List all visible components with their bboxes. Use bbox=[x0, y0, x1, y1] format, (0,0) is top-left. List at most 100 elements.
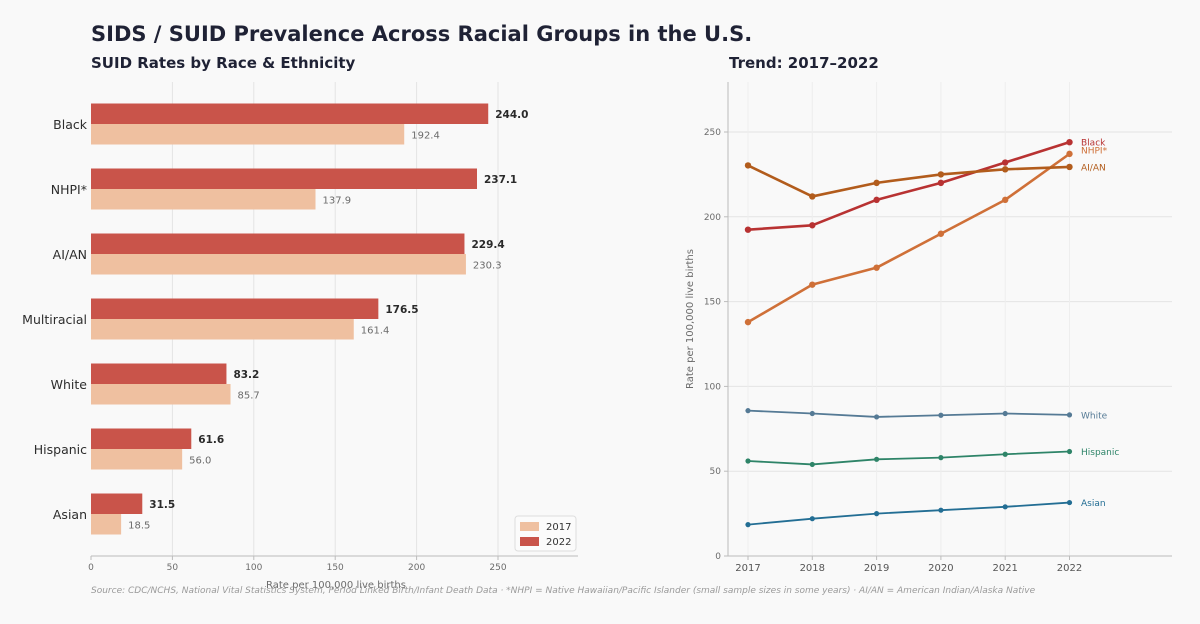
point-nhpi-2020 bbox=[937, 230, 945, 237]
point-white-2021 bbox=[1002, 410, 1008, 417]
point-hispanic-2019 bbox=[874, 456, 880, 462]
bar-x-tick-100: 100 bbox=[245, 563, 262, 573]
bar-2017-nhpi bbox=[91, 189, 316, 210]
point-white-2022 bbox=[1066, 412, 1073, 418]
bar-label-2022-ai-an: 229.4 bbox=[471, 239, 504, 251]
bar-2017-white bbox=[91, 384, 231, 405]
bar-label-2017-asian: 18.5 bbox=[128, 520, 150, 531]
line-y-tick-250: 250 bbox=[704, 128, 721, 138]
source-note: Source: CDC/NCHS, National Vital Statist… bbox=[91, 586, 1036, 596]
point-white-2017 bbox=[745, 408, 751, 414]
bar-2017-hispanic bbox=[91, 449, 183, 470]
point-black-2022 bbox=[1066, 138, 1073, 146]
legend-label-2017: 2017 bbox=[546, 522, 571, 533]
bar-x-axis-label: Rate per 100,000 live births bbox=[266, 580, 406, 591]
category-label-hispanic: Hispanic bbox=[34, 442, 87, 457]
category-label-ai-an: AI/AN bbox=[53, 247, 87, 262]
series-line-white bbox=[747, 409, 1070, 418]
bar-label-2017-ai-an: 230.3 bbox=[473, 260, 502, 271]
legend-label-2022: 2022 bbox=[546, 537, 571, 548]
category-label-multiracial: Multiracial bbox=[22, 312, 87, 327]
bar-label-2022-black: 244.0 bbox=[495, 109, 528, 121]
category-label-asian: Asian bbox=[53, 507, 87, 522]
bar-2017-asian bbox=[91, 514, 122, 535]
line-y-axis-label: Rate per 100,000 live births bbox=[685, 249, 696, 389]
point-ai-an-2017 bbox=[744, 162, 752, 169]
line-chart: 0 50 100 150 200 250 2017 2018 2019 2020 2021 2022 R… bbox=[685, 82, 1172, 574]
line-x-tick-2019: 2019 bbox=[864, 563, 889, 574]
bar-2017-black bbox=[91, 124, 405, 145]
series-label-white: White bbox=[1081, 411, 1108, 421]
bar-2022-hispanic bbox=[91, 428, 192, 449]
bar-label-2017-multiracial: 161.4 bbox=[361, 325, 390, 336]
point-hispanic-2021 bbox=[1002, 451, 1008, 457]
bar-label-2022-nhpi: 237.1 bbox=[484, 174, 517, 186]
series-line-black bbox=[747, 140, 1070, 231]
line-y-tick-200: 200 bbox=[704, 213, 721, 223]
point-asian-2020 bbox=[938, 507, 944, 513]
bar-label-2022-hispanic: 61.6 bbox=[198, 434, 224, 446]
bar-label-2017-hispanic: 56.0 bbox=[189, 455, 211, 466]
line-x-tick-2020: 2020 bbox=[928, 563, 953, 574]
bar-label-2022-white: 83.2 bbox=[233, 369, 259, 381]
series-label-ai-an: AI/AN bbox=[1081, 163, 1106, 173]
bar-x-tick-0: 0 bbox=[88, 563, 94, 573]
bar-2017-ai-an bbox=[91, 254, 466, 275]
main-title: SIDS / SUID Prevalence Across Racial Gro… bbox=[91, 22, 753, 46]
point-black-2020 bbox=[937, 179, 945, 187]
point-white-2019 bbox=[874, 414, 880, 420]
bar-2022-ai-an bbox=[91, 233, 465, 254]
point-hispanic-2020 bbox=[938, 455, 944, 461]
line-y-tick-100: 100 bbox=[704, 382, 721, 392]
point-black-2018 bbox=[809, 222, 816, 229]
series-line-ai-an bbox=[747, 164, 1070, 198]
point-asian-2022 bbox=[1066, 499, 1073, 506]
series-label-black: Black bbox=[1081, 139, 1106, 149]
bar-x-tick-150: 150 bbox=[327, 563, 344, 573]
point-asian-2018 bbox=[809, 516, 815, 522]
bar-label-2022-asian: 31.5 bbox=[149, 499, 175, 511]
bar-label-2017-black: 192.4 bbox=[411, 130, 440, 141]
point-hispanic-2017 bbox=[745, 458, 751, 464]
bar-2022-asian bbox=[91, 493, 143, 514]
line-y-tick-0: 0 bbox=[715, 552, 721, 562]
bar-x-tick-200: 200 bbox=[408, 563, 425, 573]
point-nhpi-2017 bbox=[744, 318, 752, 326]
line-y-tick-50: 50 bbox=[710, 467, 722, 477]
point-white-2018 bbox=[809, 410, 815, 417]
series-label-hispanic: Hispanic bbox=[1081, 448, 1119, 458]
category-label-black: Black bbox=[53, 117, 88, 132]
legend-swatch-2022 bbox=[520, 537, 539, 546]
bar-2017-multiracial bbox=[91, 319, 354, 340]
point-nhpi-2022 bbox=[1066, 150, 1073, 158]
bar-label-2022-multiracial: 176.5 bbox=[385, 304, 418, 316]
series-line-nhpi bbox=[747, 152, 1071, 324]
bar-x-tick-250: 250 bbox=[489, 563, 506, 573]
series-line-asian bbox=[747, 501, 1070, 526]
series-label-nhpi: NHPI* bbox=[1081, 146, 1108, 156]
bar-chart: 244.0 192.4 Black 237.1 137.9 NHPI* 229.4 230.3… bbox=[22, 82, 578, 591]
point-asian-2019 bbox=[874, 510, 880, 517]
legend-swatch-2017 bbox=[520, 522, 539, 531]
bar-label-2017-white: 85.7 bbox=[238, 390, 260, 401]
series-line-hispanic bbox=[747, 450, 1070, 466]
bar-chart-title: SUID Rates by Race & Ethnicity bbox=[91, 54, 356, 72]
category-label-nhpi: NHPI* bbox=[51, 182, 87, 197]
point-black-2021 bbox=[1002, 159, 1009, 166]
point-ai-an-2020 bbox=[937, 171, 945, 178]
line-x-tick-2021: 2021 bbox=[992, 563, 1017, 574]
point-black-2019 bbox=[873, 196, 880, 204]
bar-label-2017-nhpi: 137.9 bbox=[323, 195, 352, 206]
point-ai-an-2019 bbox=[873, 179, 880, 187]
point-nhpi-2019 bbox=[873, 264, 880, 271]
point-nhpi-2021 bbox=[1002, 196, 1009, 204]
point-hispanic-2018 bbox=[809, 461, 815, 468]
point-ai-an-2021 bbox=[1002, 166, 1009, 173]
point-asian-2017 bbox=[745, 522, 751, 528]
point-black-2017 bbox=[744, 226, 752, 233]
bar-2022-black bbox=[91, 103, 489, 124]
bar-x-tick-50: 50 bbox=[167, 563, 179, 573]
point-ai-an-2022 bbox=[1066, 163, 1073, 171]
point-nhpi-2018 bbox=[809, 281, 816, 288]
point-white-2020 bbox=[938, 412, 944, 418]
